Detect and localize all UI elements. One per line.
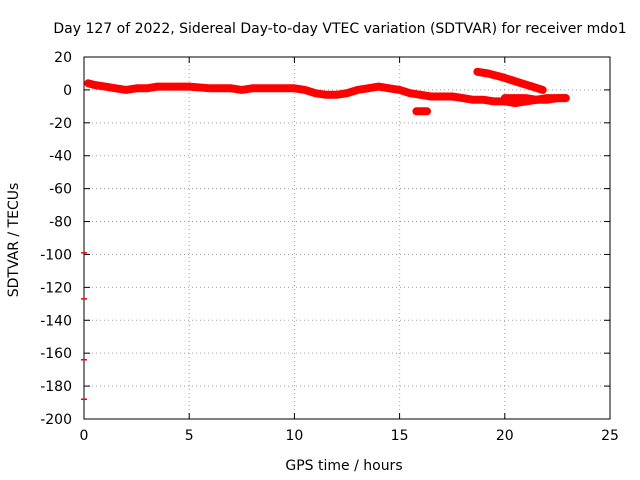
y-tick-label: -140 [40,313,72,329]
x-tick-label: 25 [601,428,619,444]
x-tick-labels: 0 5 10 15 20 25 [80,428,619,444]
y-tick-label: -180 [40,379,72,395]
y-tick-label: -160 [40,346,72,362]
y-tick-label: -20 [49,116,72,132]
x-tick-label: 20 [496,428,514,444]
x-axis-label: GPS time / hours [285,458,402,474]
y-tick-label: -120 [40,280,72,296]
y-tick-label: -40 [49,149,72,165]
x-tick-label: 15 [391,428,409,444]
y-tick-label: -60 [49,182,72,198]
y-tick-label: -200 [40,412,72,428]
axis-ticks [83,56,611,420]
data-series [81,67,570,401]
y-tick-label: -80 [49,215,72,231]
x-tick-label: 5 [185,428,194,444]
y-axis-label: SDTVAR / TECUs [6,183,22,298]
y-tick-label: 0 [63,83,72,99]
grid-lines [84,57,610,419]
series-upper-branch [473,67,547,94]
y-tick-labels: 20 0 -20 -40 -60 -80 -100 -120 -140 -160 -180 -200 [40,50,72,428]
series-lower-band [500,94,570,104]
chart-title: Day 127 of 2022, Sidereal Day-to-day VTE… [53,21,626,37]
x-tick-label: 0 [80,428,89,444]
y-tick-label: -100 [40,247,72,263]
y-tick-label: 20 [54,50,72,66]
x-tick-label: 10 [285,428,303,444]
plot-frame [83,56,611,420]
series-main-trace [84,79,570,108]
